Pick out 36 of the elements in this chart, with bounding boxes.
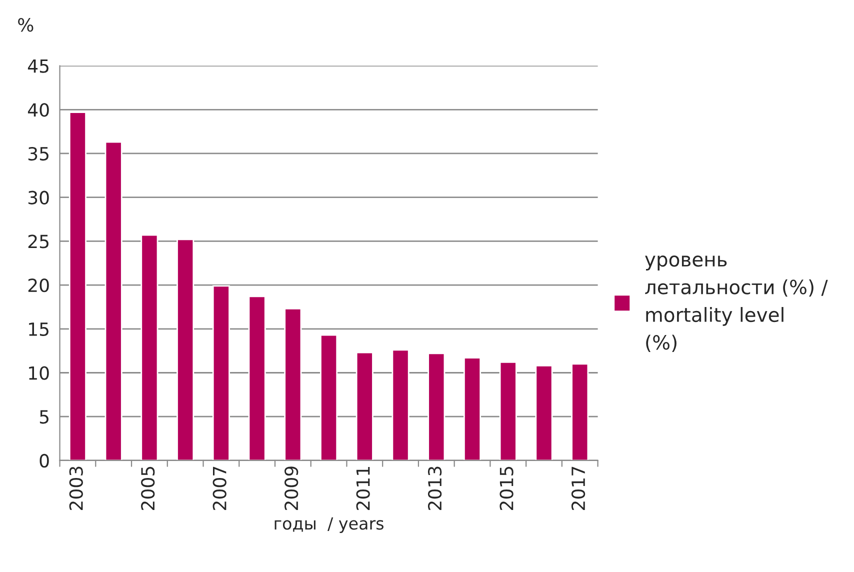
- x-tick-label: 2011: [356, 466, 370, 510]
- x-tick-label: 2005: [141, 466, 155, 510]
- legend-label: уровень летальности (%) / mortality level (%): [645, 256, 828, 352]
- x-tick-label: 2015: [500, 466, 514, 510]
- y-tick-label: 10: [29, 366, 49, 380]
- bar: [463, 357, 482, 460]
- x-tick-label: 2003: [69, 466, 83, 510]
- y-tick-label: 0: [40, 454, 49, 468]
- bar: [68, 112, 86, 460]
- bar: [248, 296, 266, 460]
- bar: [320, 334, 338, 460]
- y-tick-label: 5: [40, 410, 48, 424]
- bar: [571, 363, 589, 460]
- y-tick-label: 35: [28, 146, 48, 161]
- bar: [428, 352, 446, 460]
- x-tick-label: 2017: [571, 466, 586, 510]
- x-tick-label: 2009: [284, 466, 298, 510]
- bar: [104, 141, 122, 460]
- bar: [176, 238, 194, 460]
- bar: [284, 308, 302, 460]
- x-tick-label: 2007: [212, 466, 226, 510]
- x-tick-label: 2013: [428, 466, 442, 510]
- y-tick-label: 25: [28, 234, 48, 248]
- bar: [140, 234, 158, 460]
- bar: [499, 362, 517, 460]
- x-axis-title: годы / years: [274, 517, 384, 533]
- bar: [212, 285, 230, 460]
- y-tick-label: 15: [29, 322, 48, 336]
- y-axis-title: %: [18, 18, 34, 32]
- bar: [535, 365, 553, 460]
- y-tick-label: 20: [28, 278, 49, 292]
- y-tick-label: 45: [28, 59, 48, 73]
- bar: [392, 349, 410, 460]
- y-tick-label: 30: [28, 190, 49, 204]
- bar: [356, 352, 374, 460]
- y-tick-label: 40: [28, 103, 49, 117]
